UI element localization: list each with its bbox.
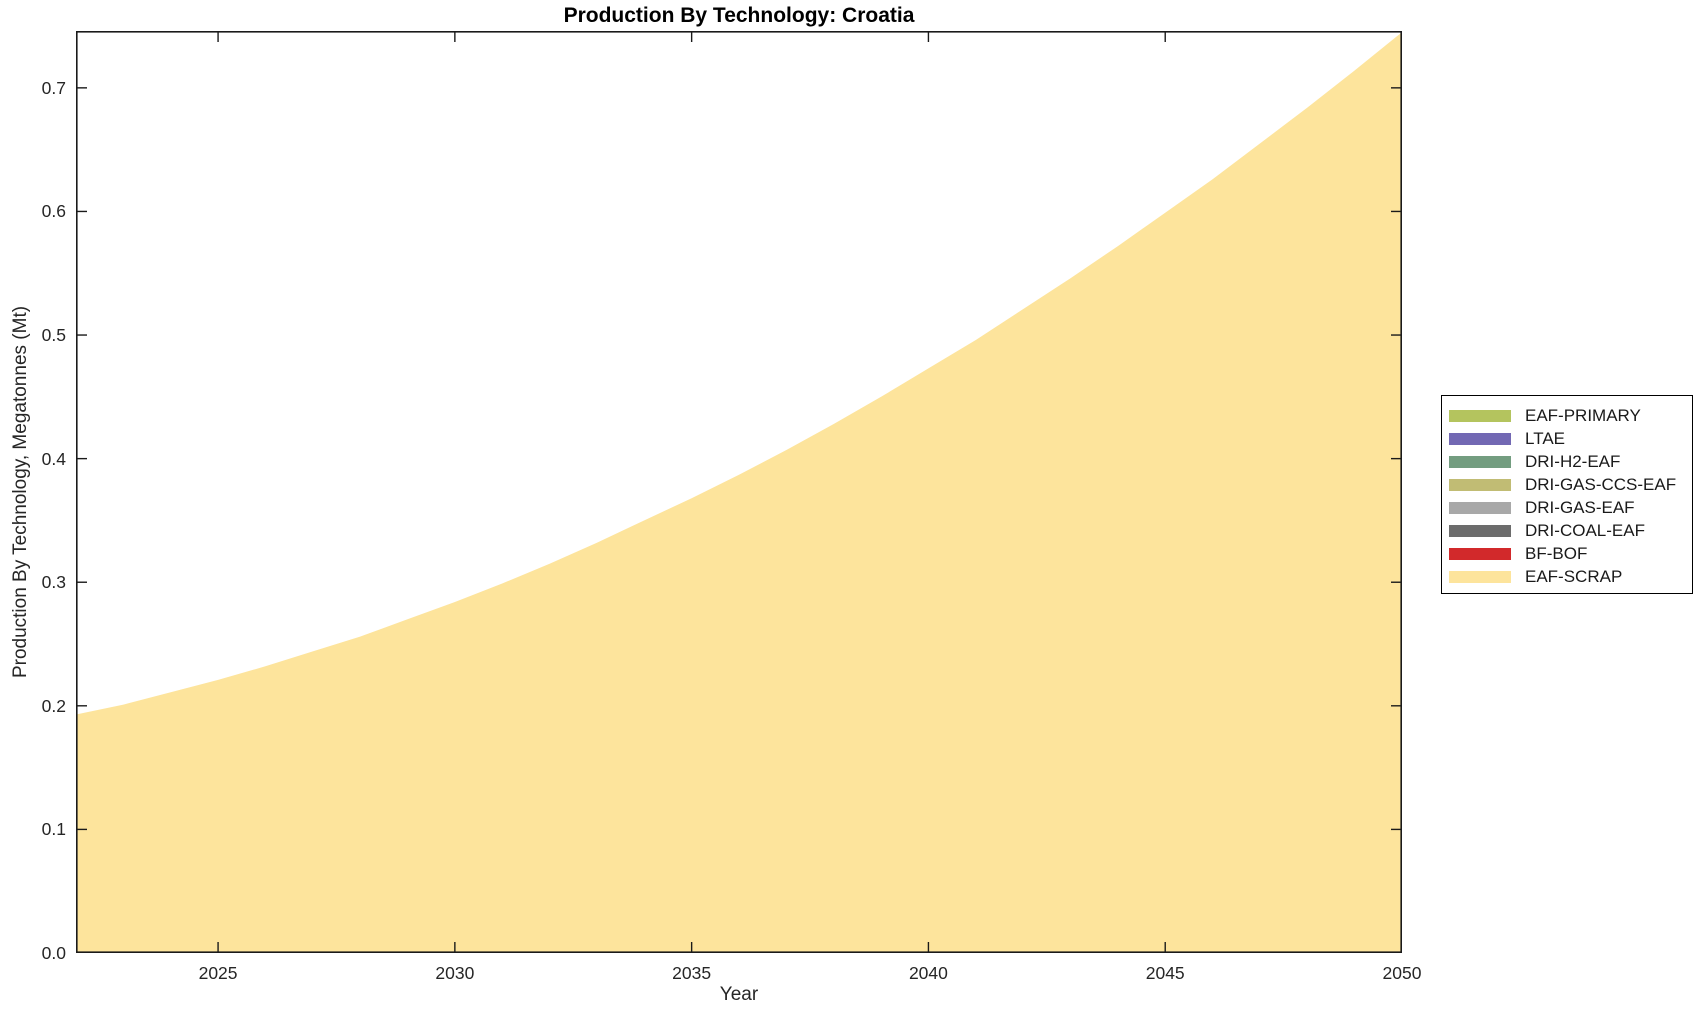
legend-swatch <box>1449 478 1511 491</box>
legend-label: EAF-PRIMARY <box>1525 405 1641 425</box>
x-tick-label: 2050 <box>1382 963 1422 983</box>
legend-swatch <box>1449 547 1511 560</box>
y-tick-label: 0.5 <box>41 325 66 346</box>
legend-label: DRI-GAS-CCS-EAF <box>1525 474 1677 494</box>
legend-item: DRI-GAS-CCS-EAF <box>1449 473 1692 496</box>
legend-label: DRI-COAL-EAF <box>1525 520 1645 540</box>
legend-label: EAF-SCRAP <box>1525 566 1623 586</box>
legend-swatch <box>1449 501 1511 514</box>
legend-item: BF-BOF <box>1449 542 1692 565</box>
y-tick-label: 0.1 <box>41 819 66 840</box>
legend-item: DRI-H2-EAF <box>1449 450 1692 473</box>
legend-item: DRI-COAL-EAF <box>1449 519 1692 542</box>
legend-swatch <box>1449 455 1511 468</box>
y-tick-label: 0.2 <box>41 695 66 716</box>
legend-item: EAF-SCRAP <box>1449 565 1692 588</box>
y-tick-label: 0.4 <box>41 448 66 469</box>
y-tick-label: 0.0 <box>41 943 66 963</box>
legend-label: BF-BOF <box>1525 543 1588 563</box>
legend-label: DRI-GAS-EAF <box>1525 497 1635 517</box>
legend-box: EAF-PRIMARY LTAE DRI-H2-EAF DRI-GAS-CCS-… <box>1441 395 1693 594</box>
legend-swatch <box>1449 409 1511 422</box>
x-tick-label: 2035 <box>672 963 712 983</box>
x-tick-label: 2025 <box>198 963 238 983</box>
x-tick-label: 2040 <box>908 963 948 983</box>
axis-border <box>76 31 1402 953</box>
legend-swatch <box>1449 432 1511 445</box>
legend-item: LTAE <box>1449 427 1692 450</box>
y-tick-label: 0.6 <box>41 201 66 222</box>
legend-swatch <box>1449 524 1511 537</box>
tick-marks <box>76 31 1402 953</box>
y-tick-label: 0.3 <box>41 572 66 593</box>
legend-swatch <box>1449 570 1511 583</box>
legend-item: EAF-PRIMARY <box>1449 404 1692 427</box>
legend-label: LTAE <box>1525 428 1565 448</box>
plot-area <box>76 31 1402 953</box>
x-tick-label: 2045 <box>1145 963 1185 983</box>
x-axis-tick-labels: 2025 2030 2035 2040 2045 2050 <box>0 963 1703 987</box>
legend-label: DRI-H2-EAF <box>1525 451 1621 471</box>
x-axis-label: Year <box>719 984 759 1005</box>
chart-title: Production By Technology: Croatia <box>563 4 915 27</box>
y-tick-label: 0.7 <box>41 77 66 98</box>
area-series-eaf-scrap <box>76 32 1402 953</box>
x-tick-label: 2030 <box>435 963 475 983</box>
legend-item: DRI-GAS-EAF <box>1449 496 1692 519</box>
plot-svg <box>76 31 1402 953</box>
y-axis-tick-labels: 0.0 0.1 0.2 0.3 0.4 0.5 0.6 0.7 <box>0 0 66 1021</box>
